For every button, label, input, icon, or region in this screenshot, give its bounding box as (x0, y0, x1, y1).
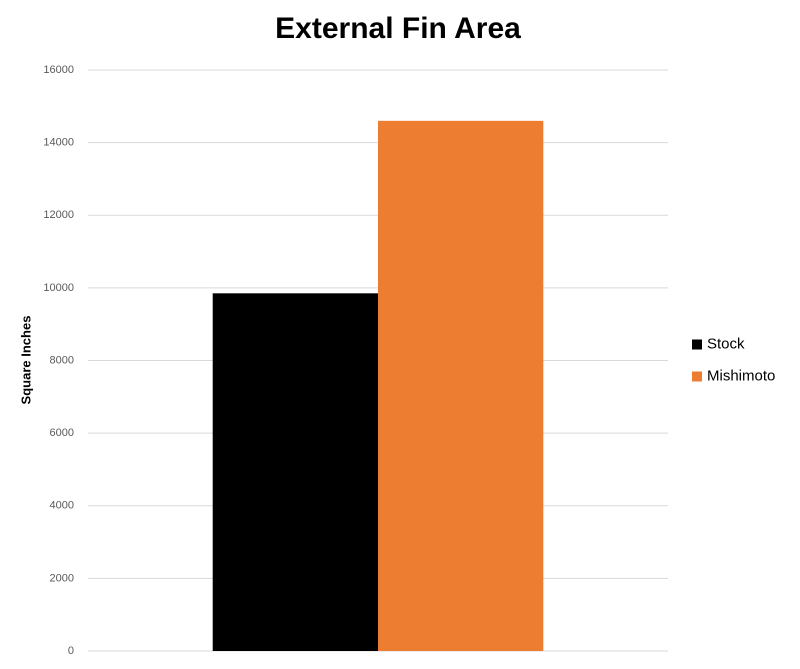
y-axis-label: Square Inches (18, 316, 33, 405)
legend-swatch (692, 339, 702, 350)
bar (378, 120, 544, 651)
y-tick-label: 14000 (43, 137, 74, 149)
y-tick-label: 6000 (50, 427, 74, 439)
y-tick-label: 8000 (50, 354, 74, 366)
y-tick-label: 10000 (43, 282, 74, 294)
y-tick-label: 2000 (50, 572, 74, 584)
y-tick-label: 4000 (50, 500, 74, 512)
y-tick-label: 0 (68, 645, 74, 657)
legend-label: Stock (707, 335, 745, 352)
chart-title: External Fin Area (275, 12, 521, 45)
legend-label: Mishimoto (707, 367, 775, 384)
bar (212, 293, 378, 651)
y-tick-label: 16000 (43, 64, 74, 76)
legend-swatch (692, 371, 702, 382)
y-tick-label: 12000 (43, 209, 74, 221)
